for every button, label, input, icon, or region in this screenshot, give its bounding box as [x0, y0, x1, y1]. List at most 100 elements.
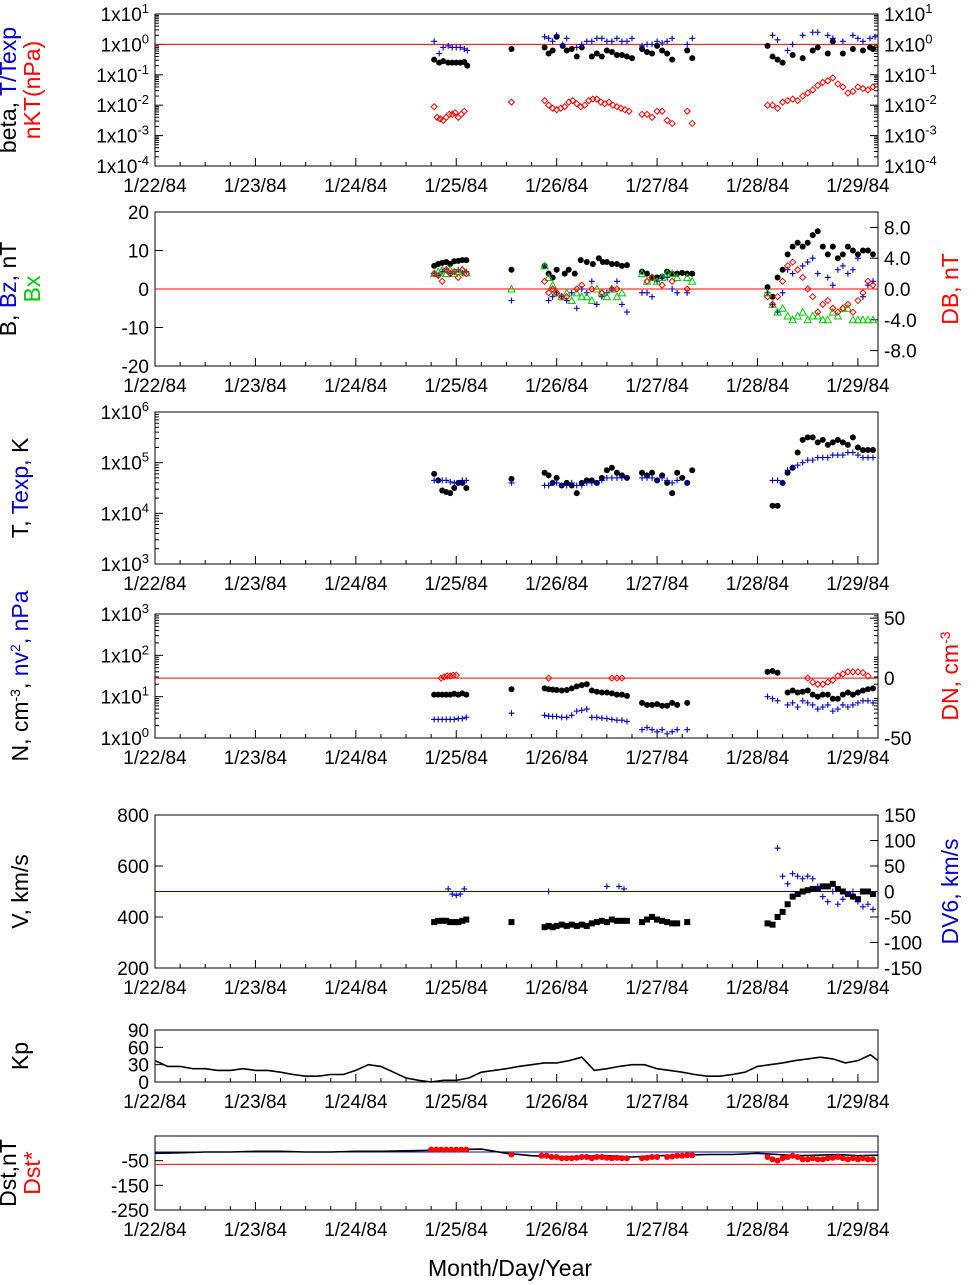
- data-point: [679, 474, 686, 481]
- data-point: [779, 289, 786, 296]
- data-point: [568, 1155, 575, 1162]
- data-point: [833, 311, 843, 320]
- data-point: [834, 255, 841, 262]
- data-point: [578, 682, 585, 689]
- data-point: [654, 38, 661, 45]
- data-point: [839, 691, 846, 698]
- data-point: [440, 44, 447, 51]
- y-right-tick-label: 8.0: [884, 218, 910, 239]
- data-point: [839, 1155, 846, 1162]
- data-point: [569, 96, 577, 105]
- y-tick-label: 1x103: [101, 601, 149, 626]
- data-point: [644, 41, 651, 48]
- y-right-tick-label: 1x100: [884, 31, 932, 56]
- data-point: [859, 38, 866, 45]
- y-right-tick-label: 100: [884, 832, 916, 853]
- x-tick-label: 1/26/84: [525, 176, 589, 197]
- data-point: [672, 272, 682, 281]
- data-point: [623, 1155, 630, 1162]
- data-point: [784, 901, 791, 908]
- data-point: [854, 83, 862, 91]
- data-point: [844, 270, 851, 277]
- y-right-tick-label: 4.0: [884, 249, 910, 270]
- data-point: [553, 474, 560, 481]
- data-point: [603, 715, 610, 722]
- data-point: [834, 672, 842, 680]
- data-point: [598, 35, 605, 42]
- series-line: [154, 1148, 879, 1158]
- data-point: [844, 243, 851, 250]
- data-point: [654, 42, 661, 49]
- data-point: [849, 888, 856, 895]
- x-tick-label: 1/29/84: [826, 748, 890, 769]
- x-tick-label: 1/28/84: [726, 1092, 790, 1113]
- data-point: [664, 38, 671, 45]
- data-point: [557, 292, 566, 301]
- data-point: [829, 452, 836, 459]
- data-point: [824, 898, 831, 905]
- data-point: [819, 691, 826, 698]
- data-point: [553, 713, 560, 720]
- data-point: [864, 454, 871, 461]
- data-point: [864, 888, 871, 895]
- data-point: [450, 267, 458, 276]
- x-tick-label: 1/24/84: [324, 978, 388, 999]
- data-point: [573, 53, 580, 60]
- x-tick-label: 1/24/84: [324, 748, 388, 769]
- plot-frame: [154, 411, 879, 565]
- plot-frame: [154, 13, 879, 167]
- data-point: [593, 301, 600, 308]
- data-point: [639, 289, 646, 296]
- data-point: [613, 52, 620, 59]
- data-point: [463, 485, 470, 491]
- x-tick-label: 1/29/84: [826, 978, 890, 999]
- series-0: [431, 668, 876, 709]
- data-point: [593, 1153, 600, 1160]
- data-point: [447, 919, 454, 926]
- data-point: [799, 688, 806, 695]
- data-point: [859, 454, 866, 461]
- data-point: [834, 901, 841, 908]
- data-point: [453, 892, 460, 899]
- data-point: [829, 676, 837, 684]
- data-point: [779, 1155, 786, 1162]
- data-point: [608, 285, 616, 293]
- data-point: [658, 107, 666, 115]
- data-point: [849, 87, 857, 96]
- data-point: [854, 35, 861, 42]
- data-point: [783, 262, 792, 270]
- data-point: [613, 103, 621, 111]
- x-tick-label: 1/22/84: [123, 1220, 187, 1241]
- data-point: [553, 687, 560, 694]
- data-point: [798, 307, 808, 316]
- data-point: [779, 479, 786, 486]
- y-tick-label: -10: [122, 319, 149, 340]
- data-point: [674, 1152, 681, 1159]
- data-point: [849, 434, 856, 441]
- data-point: [779, 908, 786, 915]
- data-point: [669, 728, 676, 735]
- data-point: [818, 315, 828, 324]
- x-tick-label: 1/22/84: [123, 376, 187, 397]
- data-point: [654, 916, 661, 923]
- data-point: [859, 888, 866, 895]
- data-point: [834, 1153, 841, 1160]
- data-point: [829, 282, 836, 289]
- data-point: [829, 243, 836, 250]
- data-point: [864, 672, 872, 680]
- data-point: [864, 86, 872, 94]
- data-point: [568, 921, 575, 928]
- data-point: [814, 706, 821, 713]
- data-point: [613, 474, 620, 481]
- data-point: [764, 284, 771, 291]
- data-point: [684, 289, 691, 296]
- data-point: [814, 680, 822, 688]
- data-point: [769, 1156, 776, 1163]
- data-point: [639, 42, 646, 49]
- data-point: [834, 452, 841, 459]
- y-tick-label: 1x10-3: [96, 123, 149, 148]
- data-point: [567, 295, 577, 305]
- data-point: [774, 914, 781, 920]
- data-point: [568, 45, 575, 52]
- data-point: [595, 255, 602, 262]
